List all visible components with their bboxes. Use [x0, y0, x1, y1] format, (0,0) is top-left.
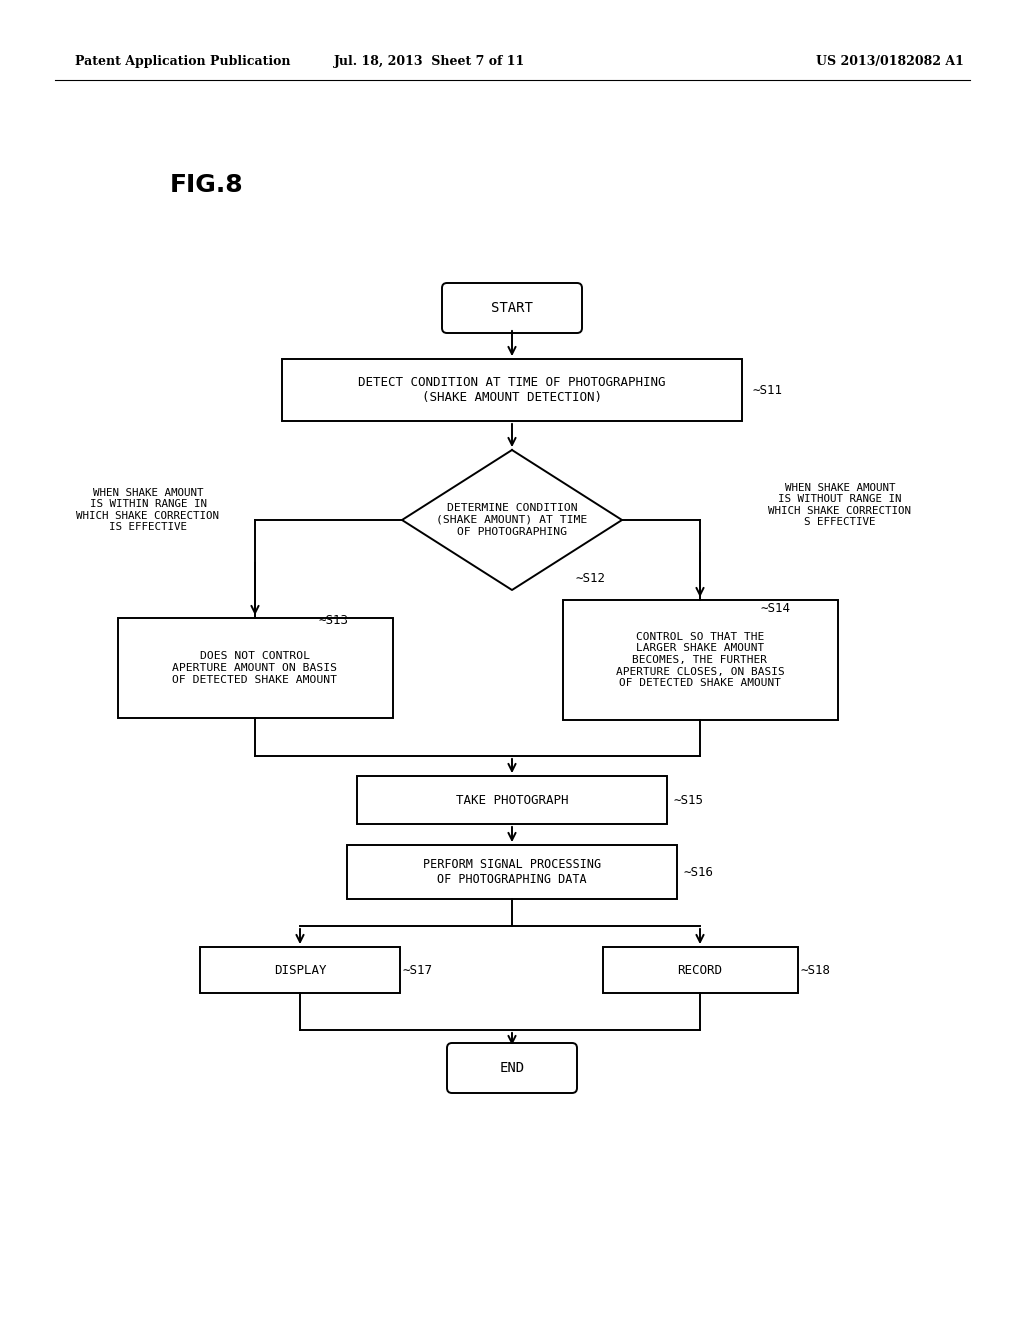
Text: DISPLAY: DISPLAY [273, 964, 327, 977]
Text: TAKE PHOTOGRAPH: TAKE PHOTOGRAPH [456, 793, 568, 807]
Bar [562, 601, 838, 719]
Text: US 2013/0182082 A1: US 2013/0182082 A1 [816, 55, 964, 69]
Text: WHEN SHAKE AMOUNT
IS WITHOUT RANGE IN
WHICH SHAKE CORRECTION
S EFFECTIVE: WHEN SHAKE AMOUNT IS WITHOUT RANGE IN WH… [768, 483, 911, 528]
Text: RECORD: RECORD [678, 964, 723, 977]
Text: Jul. 18, 2013  Sheet 7 of 11: Jul. 18, 2013 Sheet 7 of 11 [335, 55, 525, 69]
Text: ∼S18: ∼S18 [800, 964, 830, 977]
Text: CONTROL SO THAT THE
LARGER SHAKE AMOUNT
BECOMES, THE FURTHER
APERTURE CLOSES, ON: CONTROL SO THAT THE LARGER SHAKE AMOUNT … [615, 632, 784, 688]
Bar [602, 946, 798, 993]
Text: DETECT CONDITION AT TIME OF PHOTOGRAPHING
(SHAKE AMOUNT DETECTION): DETECT CONDITION AT TIME OF PHOTOGRAPHIN… [358, 376, 666, 404]
Bar [200, 946, 400, 993]
Text: FIG.8: FIG.8 [170, 173, 244, 197]
Text: ∼S15: ∼S15 [673, 793, 703, 807]
Text: Patent Application Publication: Patent Application Publication [75, 55, 291, 69]
Text: ∼S17: ∼S17 [402, 964, 432, 977]
Polygon shape [402, 450, 622, 590]
Text: ∼S13: ∼S13 [318, 614, 348, 627]
Bar [347, 845, 677, 899]
Text: DETERMINE CONDITION
(SHAKE AMOUNT) AT TIME
OF PHOTOGRAPHING: DETERMINE CONDITION (SHAKE AMOUNT) AT TI… [436, 503, 588, 537]
Text: ∼S14: ∼S14 [760, 602, 790, 615]
Text: ∼S16: ∼S16 [683, 866, 713, 879]
Text: START: START [492, 301, 532, 315]
Bar [118, 618, 392, 718]
Bar [357, 776, 667, 824]
Text: ∼S11: ∼S11 [752, 384, 782, 396]
FancyBboxPatch shape [442, 282, 582, 333]
Text: END: END [500, 1061, 524, 1074]
Text: ∼S12: ∼S12 [575, 572, 605, 585]
Text: WHEN SHAKE AMOUNT
IS WITHIN RANGE IN
WHICH SHAKE CORRECTION
IS EFFECTIVE: WHEN SHAKE AMOUNT IS WITHIN RANGE IN WHI… [77, 487, 219, 532]
Text: PERFORM SIGNAL PROCESSING
OF PHOTOGRAPHING DATA: PERFORM SIGNAL PROCESSING OF PHOTOGRAPHI… [423, 858, 601, 886]
FancyBboxPatch shape [447, 1043, 577, 1093]
Text: DOES NOT CONTROL
APERTURE AMOUNT ON BASIS
OF DETECTED SHAKE AMOUNT: DOES NOT CONTROL APERTURE AMOUNT ON BASI… [172, 651, 338, 685]
Bar [282, 359, 742, 421]
